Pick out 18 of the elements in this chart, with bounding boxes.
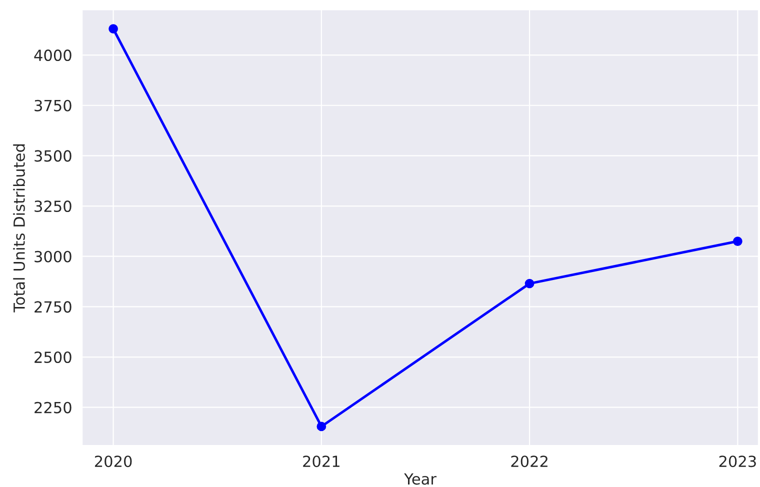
- x-tick-label: 2023: [719, 456, 756, 468]
- y-tick-label: 3000: [34, 250, 72, 262]
- point: [732, 236, 742, 246]
- y-tick-label: 2750: [34, 301, 72, 313]
- point: [316, 422, 326, 432]
- point: [524, 278, 534, 288]
- y-tick-label: 2500: [34, 351, 72, 364]
- x-axis-title: Year: [404, 473, 436, 485]
- y-axis-title: Total Units Distributed: [13, 144, 25, 312]
- y-tick-label: 2250: [34, 402, 72, 414]
- x-tick-label: 2022: [511, 456, 548, 468]
- x-tick-label: 2020: [94, 456, 132, 468]
- y-tick-label: 3500: [34, 150, 72, 162]
- y-tick-label: 4000: [34, 50, 72, 62]
- x-tick-label: 2021: [303, 456, 340, 468]
- y-tick-label: 3750: [34, 100, 72, 112]
- y-tick-label: 3250: [34, 200, 72, 212]
- point: [108, 24, 118, 34]
